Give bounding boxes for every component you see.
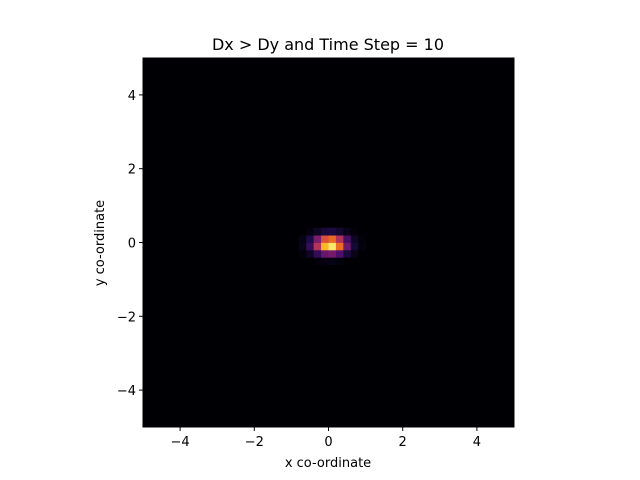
y-tick-label: 0	[128, 237, 136, 252]
heatmap-cell	[306, 227, 315, 236]
heatmap-cell	[343, 249, 352, 258]
heatmap-cell	[350, 227, 359, 236]
x-tick-label: −2	[245, 435, 264, 450]
x-axis-label: x co-ordinate	[285, 456, 371, 471]
y-tick-label: 4	[128, 89, 136, 104]
x-axis: −4 −2 0 2 4	[171, 427, 481, 450]
heatmap-cell	[321, 227, 329, 236]
heatmap-cell	[328, 249, 337, 258]
heatmap-cells	[298, 227, 366, 266]
y-axis: −4 −2 0 2 4	[117, 89, 143, 399]
heatmap-cell	[313, 242, 322, 251]
heatmap-cell	[321, 242, 329, 251]
heatmap-cell	[306, 242, 315, 251]
heatmap-cell	[313, 235, 322, 243]
x-tick-label: 4	[473, 435, 481, 450]
heatmap-cell	[358, 235, 366, 243]
x-tick-label: 0	[324, 435, 332, 450]
heatmap-cell	[328, 242, 337, 251]
heatmap-cell	[350, 249, 359, 258]
heatmap-cell	[313, 227, 322, 236]
x-tick-label: 2	[399, 435, 407, 450]
heatmap-cell	[328, 235, 337, 243]
heatmap-cell	[335, 249, 344, 258]
y-tick-label: 2	[128, 163, 136, 178]
y-tick-label: −4	[117, 384, 136, 399]
heatmap-cell	[298, 235, 307, 243]
heatmap-cell	[321, 235, 329, 243]
heatmap-cell	[343, 242, 352, 251]
heatmap-cell	[321, 249, 329, 258]
heatmap-cell	[335, 235, 344, 243]
heatmap-cell	[343, 235, 352, 243]
heatmap-cell	[343, 227, 352, 236]
y-axis-label: y co-ordinate	[93, 200, 108, 286]
heatmap-cell	[313, 257, 322, 266]
heatmap-cell	[313, 249, 322, 258]
heatmap-cell	[321, 257, 329, 266]
heatmap-cell	[358, 242, 366, 251]
heatmap-cell	[328, 257, 337, 266]
heatmap-cell	[335, 242, 344, 251]
chart-title: Dx > Dy and Time Step = 10	[212, 35, 444, 54]
x-tick-label: −4	[171, 435, 190, 450]
heatmap-cell	[298, 242, 307, 251]
heatmap-cell	[298, 249, 307, 258]
heatmap-cell	[306, 235, 315, 243]
heatmap-cell	[335, 227, 344, 236]
heatmap-cell	[350, 235, 359, 243]
heatmap-cell	[306, 249, 315, 258]
heatmap-cell	[335, 257, 344, 266]
y-tick-label: −2	[117, 310, 136, 325]
plot-area	[142, 57, 515, 428]
heatmap-cell	[350, 242, 359, 251]
heatmap-cell	[328, 227, 337, 236]
